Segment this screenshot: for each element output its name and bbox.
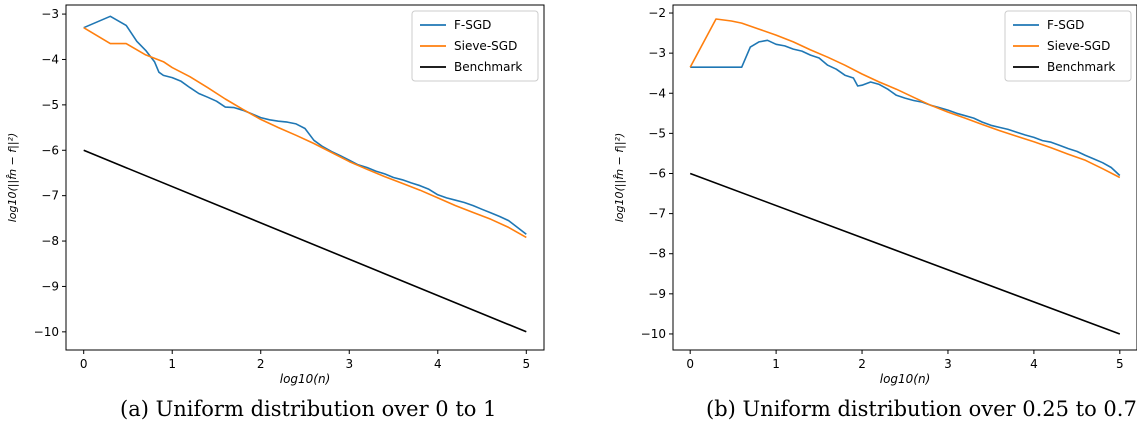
y-tick-label: −9	[41, 279, 59, 293]
series-line-benchmark	[83, 149, 527, 333]
y-axis-label: log10(||f̂n − f||²)	[6, 133, 19, 223]
y-tick-label: −10	[34, 325, 59, 339]
x-tick-label: 5	[522, 357, 530, 371]
series-line-sieve-sgd	[689, 18, 1121, 179]
x-axis-label: log10(n)	[280, 372, 331, 386]
legend-label-sieve-sgd: Sieve-SGD	[454, 39, 517, 53]
y-tick-label: −8	[648, 247, 666, 261]
plot-frame	[672, 4, 1137, 351]
y-tick-label: −4	[41, 52, 59, 66]
y-tick-label: −6	[648, 166, 666, 180]
legend-label-sieve-sgd: Sieve-SGD	[1047, 39, 1110, 53]
y-tick-label: −7	[41, 189, 59, 203]
series-line-benchmark	[689, 172, 1121, 335]
y-tick-label: −9	[648, 287, 666, 301]
plot-frame	[65, 4, 545, 351]
x-tick-label: 4	[434, 357, 442, 371]
legend-label-benchmark: Benchmark	[454, 60, 522, 74]
series-line-sieve-sgd	[83, 27, 527, 239]
caption-b: (b) Uniform distribution over 0.25 to 0.…	[706, 397, 1137, 421]
y-tick-label: −5	[648, 126, 666, 140]
x-tick-label: 0	[80, 357, 88, 371]
legend-box	[1004, 10, 1132, 82]
y-tick-label: −2	[648, 6, 666, 20]
y-axis-label: log10(||f̂n − f||²)	[613, 133, 626, 223]
x-tick-label: 0	[686, 357, 694, 371]
legend-box	[411, 10, 539, 82]
legend-label-benchmark: Benchmark	[1047, 60, 1115, 74]
x-tick-label: 2	[257, 357, 265, 371]
x-axis-label: log10(n)	[880, 372, 931, 386]
y-tick-label: −3	[41, 7, 59, 21]
x-tick-label: 2	[858, 357, 866, 371]
legend-label-f-sgd: F-SGD	[454, 18, 491, 32]
y-tick-label: −3	[648, 46, 666, 60]
x-tick-label: 5	[1116, 357, 1124, 371]
chart-b: 0 1 2 3 4 5 −2 −3 −4 −5 −6 −7 −8 −9 −10 log10(n) log10(|…	[613, 4, 1137, 386]
x-tick-label: 1	[772, 357, 780, 371]
x-tick-label: 1	[168, 357, 176, 371]
y-tick-label: −6	[41, 143, 59, 157]
legend: F-SGD Sieve-SGD Benchmark	[1004, 10, 1132, 82]
x-tick-label: 3	[944, 357, 952, 371]
legend: F-SGD Sieve-SGD Benchmark	[411, 10, 539, 82]
caption-a: (a) Uniform distribution over 0 to 1	[120, 397, 497, 421]
y-tick-label: −8	[41, 234, 59, 248]
x-tick-label: 4	[1030, 357, 1038, 371]
legend-label-f-sgd: F-SGD	[1047, 18, 1084, 32]
y-tick-label: −4	[648, 86, 666, 100]
series-line-f-sgd	[83, 15, 527, 235]
y-tick-label: −7	[648, 207, 666, 221]
chart-a: 0 1 2 3 4 5 −3 −4 −5 −6 −7 −8 −9 −10 log10(n) log10(||f…	[6, 4, 545, 386]
x-tick-label: 3	[345, 357, 353, 371]
y-tick-label: −5	[41, 98, 59, 112]
y-tick-label: −10	[641, 327, 666, 341]
